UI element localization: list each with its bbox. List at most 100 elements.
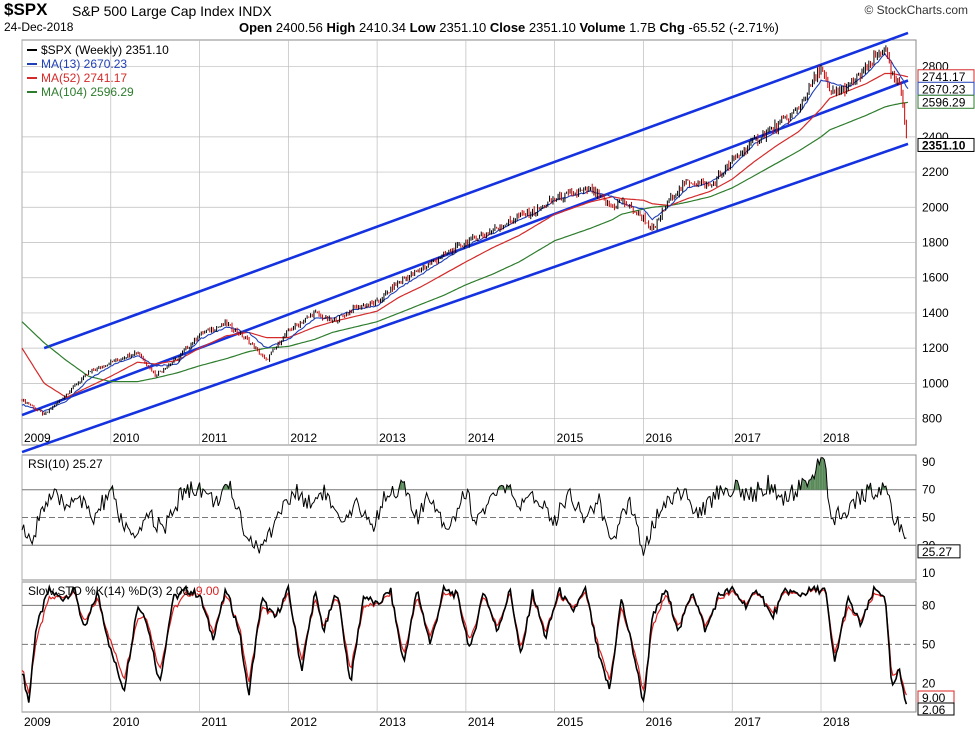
index-full-name: S&P 500 Large Cap Index bbox=[72, 3, 235, 19]
chg-label: Chg bbox=[659, 20, 685, 35]
price-axis-tick-label: 800 bbox=[922, 412, 942, 426]
trend-channel-line-1 bbox=[43, 31, 909, 350]
rsi-axis-tick-label: 70 bbox=[922, 483, 936, 497]
rsi-line bbox=[21, 457, 907, 556]
open-value: 2400.56 bbox=[275, 20, 323, 35]
price-axis-tick-label: 1800 bbox=[922, 236, 949, 250]
sto-year-label: 2017 bbox=[734, 715, 761, 729]
ma104-line bbox=[21, 101, 909, 383]
price-value-label: 2596.29 bbox=[922, 95, 966, 109]
price-year-label: 2010 bbox=[113, 431, 140, 445]
sto-panel-frame bbox=[21, 581, 917, 713]
chg-value: -65.52 bbox=[688, 20, 726, 35]
trend-channel-line-2 bbox=[21, 79, 909, 417]
rsi-axis-tick-label: 10 bbox=[922, 566, 936, 580]
close-value: 2351.10 bbox=[528, 20, 576, 35]
sto-year-label: 2012 bbox=[290, 715, 317, 729]
sto-value-box bbox=[917, 702, 955, 716]
price-value-label: 2351.10 bbox=[922, 138, 966, 152]
high-value: 2410.34 bbox=[359, 20, 406, 35]
rsi-fill-segment bbox=[401, 480, 403, 490]
sto-legend-main: Slow STO %K(14) %D(3) 2.06, bbox=[28, 584, 196, 598]
rsi-fill-segment bbox=[802, 478, 804, 490]
price-axis-tick-label: 2000 bbox=[922, 200, 949, 214]
copyright: © StockCharts.com bbox=[864, 3, 968, 17]
sto-year-label: 2014 bbox=[468, 715, 495, 729]
price-axis-tick-label: 1400 bbox=[922, 306, 949, 320]
price-year-label: 2015 bbox=[557, 431, 584, 445]
low-label: Low bbox=[409, 20, 436, 35]
rsi-fill-segment bbox=[735, 480, 738, 490]
price-legend-entry: MA(13) 2670.23 bbox=[41, 57, 127, 71]
volume-value: 1.7B bbox=[629, 20, 656, 35]
price-year-label: 2016 bbox=[645, 431, 672, 445]
price-value-label: 2670.23 bbox=[922, 82, 966, 96]
rsi-fill-segment bbox=[500, 485, 502, 490]
sto-year-label: 2011 bbox=[202, 715, 228, 729]
ticker-symbol: $SPX bbox=[4, 0, 48, 19]
chart-date: 24-Dec-2018 bbox=[4, 20, 74, 34]
price-year-label: 2017 bbox=[734, 431, 761, 445]
sto-year-label: 2010 bbox=[113, 715, 140, 729]
sto-year-label: 2018 bbox=[823, 715, 850, 729]
low-value: 2351.10 bbox=[439, 20, 487, 35]
rsi-fill-segment bbox=[803, 480, 806, 490]
sto-year-label: 2015 bbox=[557, 715, 584, 729]
sto-pct-k-line bbox=[21, 583, 908, 705]
open-label: Open bbox=[239, 20, 273, 35]
trend-channel-line-3 bbox=[21, 142, 909, 454]
price-legend-entry: $SPX (Weekly) 2351.10 bbox=[41, 43, 169, 57]
rsi-fill-segment bbox=[225, 484, 227, 490]
price-axis-tick-label: 1600 bbox=[922, 271, 949, 285]
rsi-fill-segment bbox=[402, 481, 405, 490]
chg-percent: (-2.71%) bbox=[728, 20, 779, 35]
rsi-value-box bbox=[917, 544, 961, 559]
sto-value-label: 2.06 bbox=[922, 703, 946, 717]
sto-year-label: 2016 bbox=[645, 715, 672, 729]
high-label: High bbox=[326, 20, 356, 35]
ohlc-summary: Open 2400.56 High 2410.34 Low 2351.10 Cl… bbox=[239, 20, 779, 35]
price-axis-tick-label: 1200 bbox=[922, 341, 949, 355]
price-year-label: 2009 bbox=[24, 431, 51, 445]
sto-axis-tick-label: 20 bbox=[922, 676, 936, 690]
volume-label: Volume bbox=[579, 20, 626, 35]
price-value-box bbox=[917, 137, 975, 152]
price-bars bbox=[21, 45, 907, 416]
price-axis-tick-label: 2200 bbox=[922, 165, 949, 179]
rsi-overbought-fills bbox=[52, 457, 888, 490]
sto-axis-tick-label: 80 bbox=[922, 598, 936, 612]
rsi-fill-segment bbox=[822, 457, 825, 490]
ma13-line bbox=[21, 52, 909, 413]
sto-axis-tick-label: 50 bbox=[922, 637, 936, 651]
price-value-label: 2741.17 bbox=[922, 70, 966, 84]
chart-header: $SPX S&P 500 Large Cap Index INDX © Stoc… bbox=[0, 0, 975, 40]
exchange-label: INDX bbox=[238, 3, 272, 19]
rsi-axis-tick-label: 90 bbox=[922, 455, 936, 469]
price-value-box bbox=[917, 94, 975, 109]
price-year-label: 2011 bbox=[202, 431, 228, 445]
sto-pct-d-line bbox=[21, 587, 907, 696]
price-year-label: 2014 bbox=[468, 431, 495, 445]
price-year-label: 2012 bbox=[290, 431, 317, 445]
rsi-axis-tick-label: 50 bbox=[922, 511, 936, 525]
sto-value-label: 9.00 bbox=[922, 691, 946, 705]
price-axis-tick-label: 1000 bbox=[922, 376, 949, 390]
sto-year-label: 2009 bbox=[24, 715, 51, 729]
rsi-fill-segment bbox=[821, 457, 823, 490]
sto-year-label: 2013 bbox=[379, 715, 406, 729]
price-legend-entry: MA(104) 2596.29 bbox=[41, 85, 134, 99]
ma52-line bbox=[21, 72, 909, 399]
sto-legend: Slow STO %K(14) %D(3) 2.06, 9.00 bbox=[28, 584, 220, 598]
rsi-fill-segment bbox=[814, 470, 816, 490]
close-label: Close bbox=[489, 20, 526, 35]
price-year-label: 2018 bbox=[823, 431, 850, 445]
index-name: S&P 500 Large Cap Index INDX bbox=[72, 3, 272, 19]
rsi-fill-segment bbox=[819, 457, 822, 490]
rsi-legend: RSI(10) 25.27 bbox=[28, 457, 103, 471]
sto-legend-d: 9.00 bbox=[196, 584, 220, 598]
rsi-fill-segment bbox=[815, 458, 818, 490]
rsi-fill-segment bbox=[817, 458, 820, 490]
rsi-value-label: 25.27 bbox=[922, 545, 952, 559]
rsi-fill-segment bbox=[809, 479, 811, 490]
